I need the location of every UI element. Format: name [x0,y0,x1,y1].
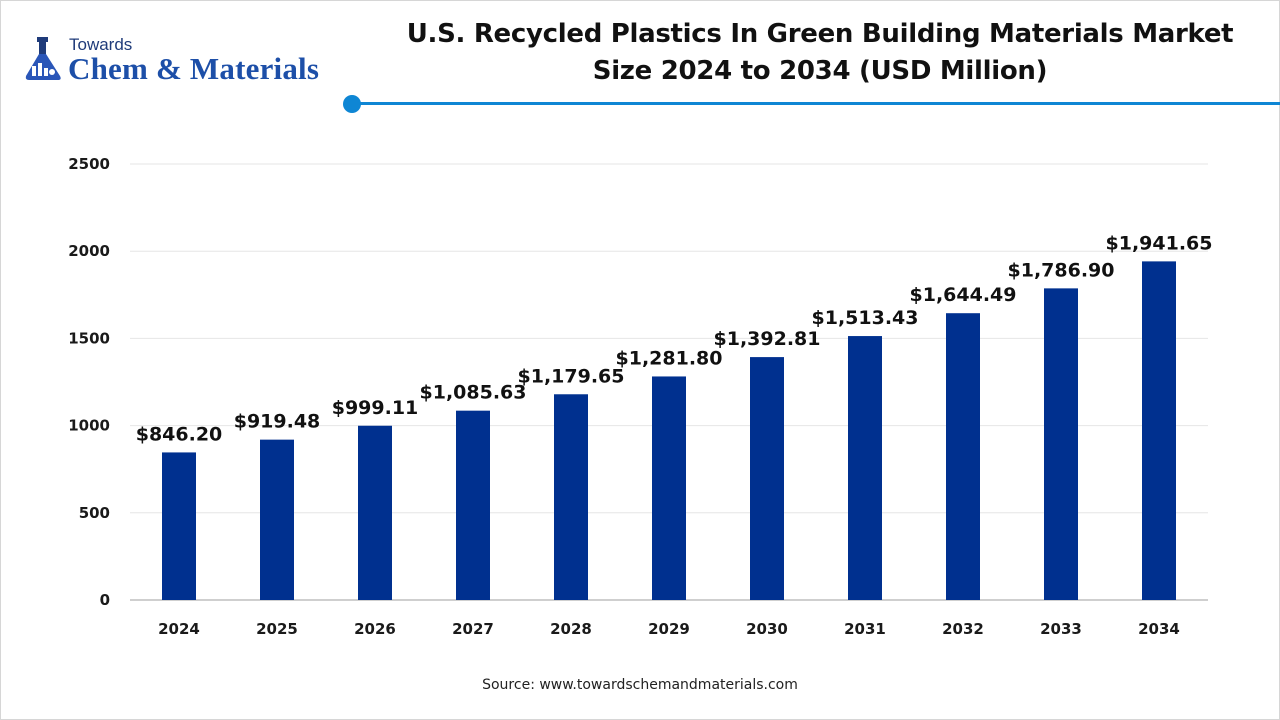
x-tick-label-2034: 2034 [1138,620,1180,638]
y-tick-label: 2000 [68,242,110,260]
y-tick-label: 0 [100,591,110,609]
value-label-2034: $1,941.65 [1106,232,1213,254]
bar-2026 [358,425,392,600]
brand-name: Chem & Materials [68,51,320,86]
x-tick-label-2024: 2024 [158,620,200,638]
chart-title-line-2: Size 2024 to 2034 (USD Million) [592,56,1048,86]
bar-2029 [652,376,686,600]
x-tick-label-2026: 2026 [354,620,396,638]
title-rule-dot [343,95,361,113]
bar-2028 [554,394,588,600]
bar-2034 [1142,261,1176,600]
y-tick-label: 2500 [68,155,110,173]
x-tick-label-2033: 2033 [1040,620,1082,638]
chart-title-line-1: U.S. Recycled Plastics In Green Building… [406,19,1234,49]
bar-2031 [848,336,882,600]
y-tick-label: 1000 [68,417,110,435]
bar-2027 [456,410,490,600]
value-label-2029: $1,281.80 [616,347,723,369]
x-tick-label-2032: 2032 [942,620,984,638]
title-rule-line [354,102,1280,105]
value-label-2033: $1,786.90 [1008,259,1115,281]
x-tick-label-2029: 2029 [648,620,690,638]
source-note: Source: www.towardschemandmaterials.com [482,677,798,693]
x-tick-label-2027: 2027 [452,620,494,638]
bar-2024 [162,452,196,600]
x-tick-label-2031: 2031 [844,620,886,638]
bar-2025 [260,439,294,600]
y-tick-label: 1500 [68,329,110,347]
x-tick-label-2028: 2028 [550,620,592,638]
value-label-2028: $1,179.65 [518,365,625,387]
brand-top-word: Towards [69,35,133,54]
value-label-2024: $846.20 [136,423,223,445]
bar-2033 [1044,288,1078,600]
bar-2030 [750,357,784,600]
bar-2032 [946,313,980,600]
value-label-2032: $1,644.49 [910,284,1017,306]
flask-icon [25,37,61,80]
x-tick-label-2030: 2030 [746,620,788,638]
value-label-2030: $1,392.81 [714,328,821,350]
value-label-2027: $1,085.63 [420,382,527,404]
value-label-2025: $919.48 [234,411,321,433]
chart-title: U.S. Recycled Plastics In Green Building… [380,16,1260,90]
x-tick-label-2025: 2025 [256,620,298,638]
brand-logo: Towards Chem & Materials [22,34,342,94]
y-tick-label: 500 [79,504,110,522]
value-label-2031: $1,513.43 [812,307,919,329]
value-label-2026: $999.11 [332,397,419,419]
